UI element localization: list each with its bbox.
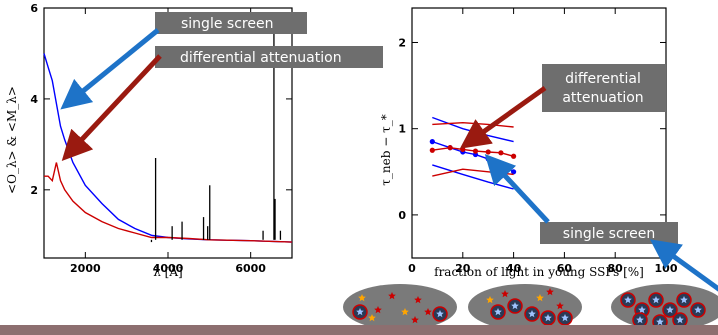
series-line bbox=[44, 162, 293, 243]
star-icon bbox=[388, 292, 396, 300]
x-tick-label: 20 bbox=[455, 262, 471, 275]
y-tick-label: 4 bbox=[30, 93, 38, 106]
data-point bbox=[510, 153, 517, 159]
data-point bbox=[485, 156, 491, 162]
star-icon bbox=[501, 290, 509, 298]
data-point bbox=[429, 147, 435, 153]
star-icon bbox=[544, 314, 552, 322]
star-icon bbox=[652, 296, 660, 304]
single-screen-right-box bbox=[540, 222, 678, 244]
single-screen-label: single screen bbox=[181, 16, 273, 32]
left-plot-frame bbox=[43, 7, 293, 259]
differential-attenuation-right-box bbox=[542, 64, 666, 112]
star-icon bbox=[368, 314, 376, 322]
star-icon bbox=[511, 302, 519, 310]
star-icon bbox=[358, 294, 366, 302]
arrow-single-screen-right bbox=[484, 154, 550, 224]
star-icon bbox=[436, 310, 444, 318]
galaxy-icons bbox=[343, 284, 718, 330]
right-ylabel: τ_neb − τ_* bbox=[379, 114, 393, 185]
x-tick-label: 100 bbox=[655, 262, 678, 275]
left-ylabel: <O_λ> & <M_λ> bbox=[5, 86, 19, 194]
differential-attenuation-box bbox=[155, 46, 383, 68]
left-xlabel: λ [Å] bbox=[153, 264, 182, 279]
differential-attenuation-right-line1: differential bbox=[565, 71, 641, 87]
star-icon bbox=[680, 296, 688, 304]
star-icon bbox=[401, 308, 409, 316]
left-panel: 2000 4000 6000 2 4 6 λ [Å] <O_λ> & <M_λ> bbox=[5, 2, 293, 279]
star-icon bbox=[638, 306, 646, 314]
footer-bar bbox=[0, 325, 718, 335]
data-point bbox=[485, 149, 491, 155]
data-point bbox=[498, 150, 504, 156]
x-tick-label: 4000 bbox=[153, 262, 184, 275]
star-icon bbox=[411, 316, 419, 324]
series-line bbox=[432, 121, 514, 128]
star-icon bbox=[494, 308, 502, 316]
differential-attenuation-right-line2: attenuation bbox=[562, 90, 643, 106]
y-tick-label: 0 bbox=[398, 209, 406, 222]
y-tick-label: 6 bbox=[30, 2, 38, 15]
data-point bbox=[429, 139, 435, 145]
star-icon bbox=[556, 302, 564, 310]
x-tick-label: 60 bbox=[557, 262, 573, 275]
x-tick-label: 40 bbox=[506, 262, 522, 275]
star-icon bbox=[656, 318, 664, 326]
star-icon bbox=[486, 296, 494, 304]
right-series bbox=[429, 116, 517, 190]
star-icon bbox=[356, 308, 364, 316]
arrow-differential-right bbox=[459, 85, 547, 149]
series-line bbox=[43, 53, 293, 243]
star-icon bbox=[636, 316, 644, 324]
x-tick-label: 80 bbox=[608, 262, 624, 275]
data-point bbox=[447, 145, 453, 151]
star-icon bbox=[666, 306, 674, 314]
arrow-single-screen-left bbox=[60, 28, 160, 110]
differential-attenuation-label: differential attenuation bbox=[180, 50, 342, 66]
star-icon bbox=[546, 288, 554, 296]
x-tick-label: 0 bbox=[408, 262, 416, 275]
star-icon bbox=[561, 314, 569, 322]
star-icon bbox=[536, 294, 544, 302]
star-icon bbox=[528, 310, 536, 318]
left-ticks: 2000 4000 6000 2 4 6 bbox=[30, 2, 292, 275]
galaxy-stars bbox=[352, 288, 706, 330]
y-tick-label: 1 bbox=[398, 123, 406, 136]
right-plot-frame bbox=[411, 7, 667, 259]
data-point bbox=[460, 146, 466, 152]
y-tick-label: 2 bbox=[30, 184, 38, 197]
arrow-single-screen-bottom bbox=[649, 239, 718, 292]
y-tick-label: 2 bbox=[398, 36, 406, 49]
star-icon bbox=[424, 308, 432, 316]
x-tick-label: 2000 bbox=[70, 262, 101, 275]
single-screen-right-label: single screen bbox=[563, 226, 655, 242]
star-icon bbox=[374, 306, 382, 314]
right-xlabel: fraction of light in young SSPs [%] bbox=[434, 265, 644, 279]
single-screen-box bbox=[155, 12, 307, 34]
x-tick-label: 6000 bbox=[235, 262, 266, 275]
star-icon bbox=[624, 296, 632, 304]
star-icon bbox=[676, 316, 684, 324]
star-icon bbox=[414, 296, 422, 304]
data-point bbox=[472, 148, 479, 154]
star-icon bbox=[694, 306, 702, 314]
arrow-differential-left bbox=[61, 54, 162, 161]
